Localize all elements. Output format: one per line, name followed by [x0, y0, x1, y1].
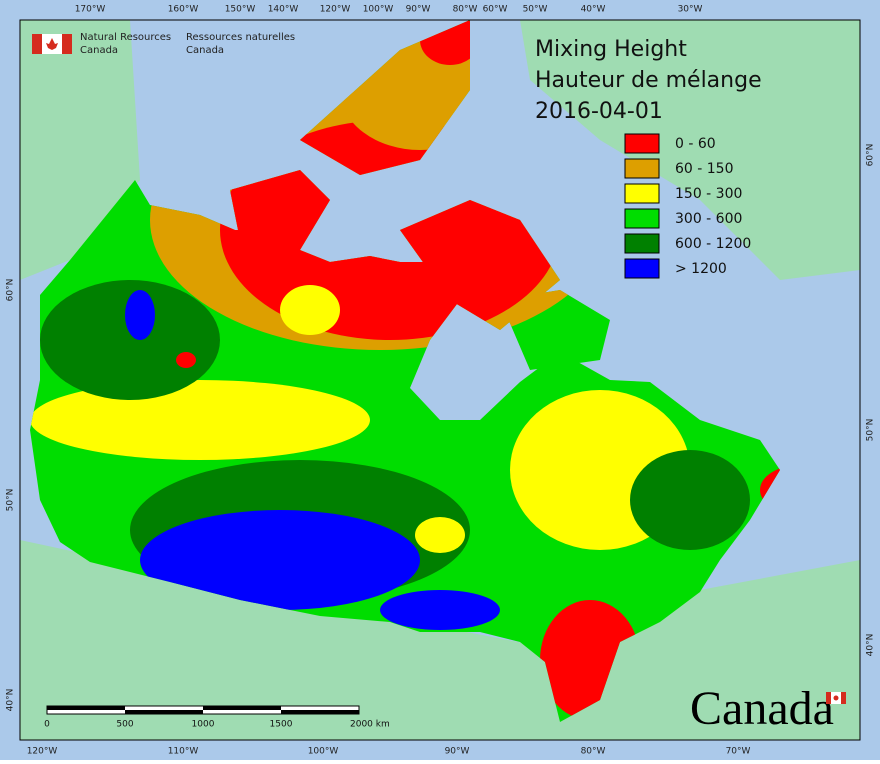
wordmark: Canada: [690, 682, 834, 735]
graticule-label: 90°W: [445, 747, 470, 757]
scale-label: 1000: [192, 720, 215, 730]
graticule-label: 80°W: [581, 747, 606, 757]
scale-bar: [46, 705, 360, 715]
legend-label: 150 - 300: [675, 186, 742, 202]
graticule-label: 40°N: [866, 634, 876, 657]
legend-swatch: [624, 233, 660, 254]
title: Mixing Height: [535, 37, 687, 62]
graticule-label: 140°W: [268, 5, 299, 15]
scale-label: 1500: [270, 720, 293, 730]
legend-swatch: [624, 183, 660, 204]
agency-fr: Ressources naturelles: [186, 32, 295, 43]
scale-label: 0: [44, 720, 50, 730]
legend-swatch: [624, 258, 660, 279]
legend-label: 60 - 150: [675, 161, 734, 177]
graticule-label: 170°W: [75, 5, 106, 15]
scale-label: 500: [116, 720, 133, 730]
graticule-label: 60°N: [866, 144, 876, 167]
agency-fr: Canada: [186, 45, 224, 56]
legend-swatch: [624, 208, 660, 229]
graticule-label: 110°W: [168, 747, 199, 757]
graticule-label: 120°W: [320, 5, 351, 15]
agency-en: Canada: [80, 45, 118, 56]
graticule-label: 50°N: [6, 489, 16, 512]
agency-en: Natural Resources: [80, 32, 171, 43]
logo: [32, 34, 72, 54]
graticule-label: 50°N: [866, 419, 876, 442]
graticule-label: 70°W: [726, 747, 751, 757]
graticule-label: 150°W: [225, 5, 256, 15]
legend-label: 0 - 60: [675, 136, 716, 152]
graticule-label: 160°W: [168, 5, 199, 15]
legend-swatch: [624, 158, 660, 179]
title: 2016-04-01: [535, 99, 663, 124]
greenland: [520, 20, 860, 280]
graticule-label: 40°N: [6, 689, 16, 712]
legend: 0 - 60 60 - 150 150 - 300 300 - 600 600 - 12…: [624, 133, 751, 279]
wordmark-flag: [826, 692, 846, 704]
legend-swatch: [624, 133, 660, 154]
graticule-label: 100°W: [363, 5, 394, 15]
legend-label: 600 - 1200: [675, 236, 751, 252]
map-frame: [19, 19, 861, 741]
graticule-label: 90°W: [406, 5, 431, 15]
graticule-label: 120°W: [27, 747, 58, 757]
title: Hauteur de mélange: [535, 68, 762, 93]
graticule-label: 80°W: [453, 5, 478, 15]
alaska: [20, 20, 140, 280]
graticule-label: 50°W: [523, 5, 548, 15]
graticule-label: 100°W: [308, 747, 339, 757]
legend-label: 300 - 600: [675, 211, 742, 227]
scale-label: 2000 km: [350, 720, 390, 730]
graticule-label: 30°W: [678, 5, 703, 15]
legend-label: > 1200: [675, 261, 727, 277]
graticule: 170°W 160°W 150°W 140°W 120°W 100°W 90°W 80°W 60…: [6, 5, 876, 757]
graticule-label: 60°N: [6, 279, 16, 302]
graticule-label: 40°W: [581, 5, 606, 15]
graticule-label: 60°W: [483, 5, 508, 15]
